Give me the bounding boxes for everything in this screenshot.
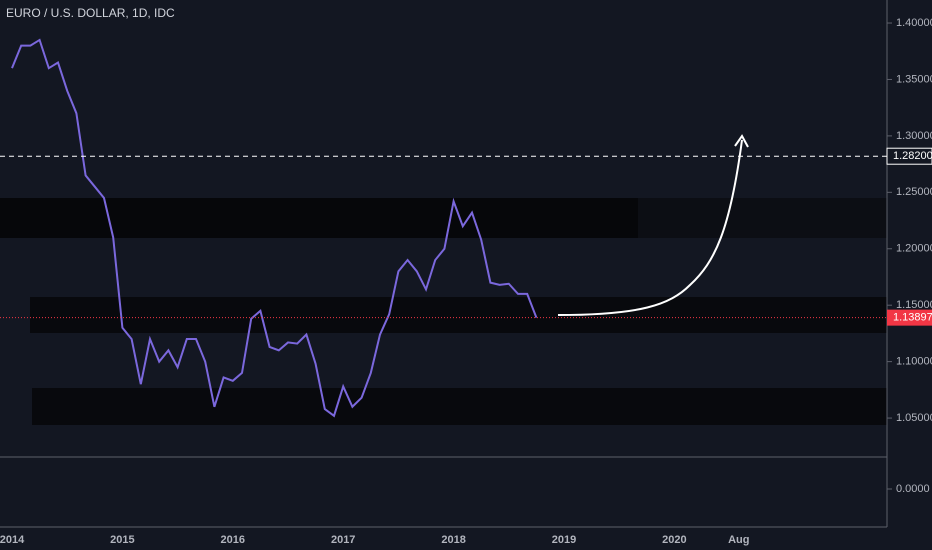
x-tick-label: 2018 — [441, 534, 465, 546]
price-line — [11, 38, 538, 418]
last-price-box — [887, 309, 932, 326]
zone — [638, 198, 887, 238]
x-tick-label: 2019 — [552, 534, 576, 546]
x-tick-label: 2015 — [110, 534, 134, 546]
x-tick-label: 2014 — [0, 534, 25, 546]
price-label-box — [886, 147, 932, 165]
arrow — [557, 139, 743, 316]
y-tick-label: 1.15000 — [896, 299, 932, 311]
x-tick-label: 2017 — [331, 534, 355, 546]
zone — [0, 198, 638, 238]
y-tick-label: 1.25000 — [896, 186, 932, 198]
y-tick-label: 1.40000 — [896, 17, 932, 29]
zone — [30, 297, 887, 333]
y-tick-label: 0.0000 — [896, 483, 930, 495]
last-price-label: 1.13897 — [893, 312, 932, 324]
x-tick-label: 2016 — [221, 534, 245, 546]
zone — [32, 388, 887, 425]
chart-title: EURO / U.S. DOLLAR, 1D, IDC — [6, 6, 175, 20]
x-tick-label: 2020 — [662, 534, 686, 546]
y-tick-label: 1.30000 — [896, 130, 932, 142]
price-label: 1.28200 — [893, 150, 932, 162]
y-tick-label: 1.20000 — [896, 243, 932, 255]
x-tick-label: Aug — [728, 534, 749, 546]
y-tick-label: 1.10000 — [896, 356, 932, 368]
y-tick-label: 1.35000 — [896, 73, 932, 85]
y-tick-label: 1.05000 — [896, 412, 932, 424]
arrow-head — [734, 134, 749, 148]
